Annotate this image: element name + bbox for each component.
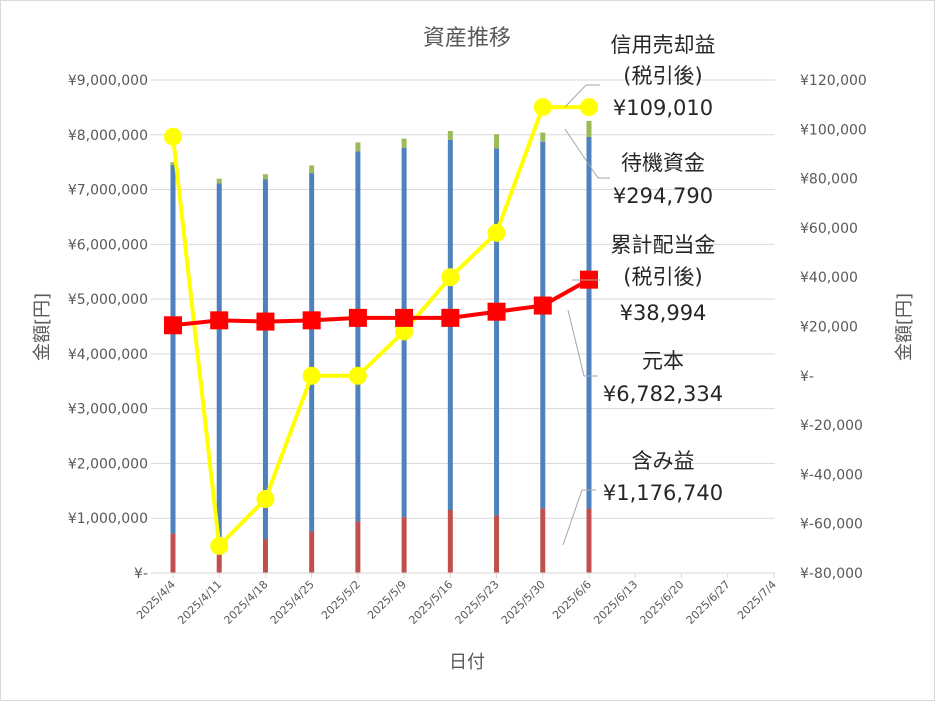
annotation-text: 含み益 bbox=[632, 449, 695, 473]
data-point bbox=[441, 308, 460, 327]
bar-segment bbox=[262, 174, 268, 180]
bar-segment bbox=[216, 553, 222, 573]
y-left-tick-label: ¥1,000,000 bbox=[68, 511, 148, 527]
y-right-tick-label: ¥100,000 bbox=[800, 122, 867, 138]
annotation-text: (税引後) bbox=[623, 64, 702, 88]
y-right-tick-label: ¥-40,000 bbox=[800, 467, 863, 483]
bar-segment bbox=[309, 165, 315, 174]
y-left-tick-label: ¥4,000,000 bbox=[68, 347, 148, 363]
data-point bbox=[348, 366, 367, 385]
bar-segment bbox=[262, 179, 268, 540]
bar-segment bbox=[355, 521, 361, 573]
y-right-tick-label: ¥60,000 bbox=[800, 221, 858, 237]
annotation-text: ¥1,176,740 bbox=[603, 481, 723, 505]
data-point bbox=[256, 490, 275, 509]
annotation-text: ¥38,994 bbox=[620, 301, 707, 325]
y-left-tick-label: ¥2,000,000 bbox=[68, 456, 148, 472]
right-axis-ticks: ¥-80,000 ¥-60,000 ¥-40,000 ¥-20,000 ¥- ¥20,00… bbox=[800, 73, 867, 582]
annotation-text: ¥294,790 bbox=[613, 184, 713, 208]
bar-segment bbox=[216, 183, 222, 554]
data-point bbox=[302, 311, 321, 330]
y-right-tick-label: ¥120,000 bbox=[800, 73, 867, 89]
bar-segment bbox=[494, 148, 500, 516]
leader-line bbox=[564, 128, 610, 179]
data-point bbox=[580, 98, 598, 117]
bar-segment bbox=[494, 515, 500, 573]
y-right-tick-label: ¥20,000 bbox=[800, 320, 858, 336]
bar-segment bbox=[170, 164, 176, 534]
y-left-tick-label: ¥8,000,000 bbox=[68, 128, 148, 144]
annotation-text: 信用売却益 bbox=[611, 33, 716, 57]
leader-line bbox=[564, 84, 600, 108]
data-point bbox=[210, 311, 229, 330]
data-point bbox=[256, 312, 275, 331]
bar-segment bbox=[447, 510, 453, 573]
annotation-text: (税引後) bbox=[623, 265, 702, 289]
leader-line bbox=[567, 309, 598, 377]
bar-segment bbox=[309, 173, 315, 532]
chart-title: 資産推移 bbox=[423, 26, 511, 51]
bar-segment bbox=[540, 132, 546, 142]
y-left-tick-label: ¥- bbox=[134, 566, 148, 582]
series-line bbox=[171, 105, 589, 548]
y-right-tick-label: ¥40,000 bbox=[800, 270, 858, 286]
y-right-tick-label: ¥80,000 bbox=[800, 172, 858, 188]
bar-segment bbox=[540, 141, 546, 509]
y-left-tick-label: ¥3,000,000 bbox=[68, 402, 148, 418]
x-axis-label: 日付 bbox=[449, 652, 485, 673]
bar-segment bbox=[170, 533, 176, 573]
data-point bbox=[533, 98, 552, 117]
bar-segment bbox=[401, 517, 407, 573]
data-point bbox=[533, 296, 552, 315]
line-series bbox=[164, 98, 598, 555]
bar-segment bbox=[170, 162, 176, 165]
bar-segment bbox=[355, 142, 361, 152]
bar-segment bbox=[355, 151, 361, 522]
bar-segment bbox=[262, 539, 268, 573]
data-point bbox=[302, 366, 321, 385]
annotation-text: 待機資金 bbox=[621, 151, 705, 175]
bar-segment bbox=[447, 130, 453, 140]
data-point bbox=[348, 308, 367, 327]
bar-segment bbox=[216, 178, 222, 184]
annotation-text: 累計配当金 bbox=[611, 233, 716, 257]
series-line bbox=[172, 277, 590, 328]
y-left-tick-label: ¥7,000,000 bbox=[68, 183, 148, 199]
y-right-tick-label: ¥-60,000 bbox=[800, 517, 863, 533]
annotation-text: 元本 bbox=[642, 349, 684, 373]
data-point bbox=[164, 127, 182, 146]
y-left-tick-label: ¥5,000,000 bbox=[68, 292, 148, 308]
leader-line bbox=[562, 489, 596, 546]
data-point bbox=[441, 268, 460, 287]
data-point bbox=[395, 322, 414, 341]
bar-segment bbox=[586, 137, 592, 509]
annotation-text: ¥6,782,334 bbox=[603, 382, 723, 406]
bar-segment bbox=[494, 134, 500, 149]
y-axis-right-label: 金額[円] bbox=[894, 293, 915, 361]
y-right-tick-label: ¥-20,000 bbox=[800, 418, 863, 434]
bar-segment bbox=[401, 138, 407, 148]
y-right-tick-label: ¥-80,000 bbox=[800, 566, 863, 582]
y-axis-left-label: 金額[円] bbox=[32, 293, 53, 361]
y-left-tick-label: ¥6,000,000 bbox=[68, 237, 148, 253]
left-axis-ticks: ¥- ¥1,000,000 ¥2,000,000 ¥3,000,000 ¥4,000,0… bbox=[68, 73, 148, 582]
data-point bbox=[395, 308, 414, 327]
bar-segment bbox=[309, 531, 315, 573]
data-point bbox=[487, 302, 506, 321]
bar-segment bbox=[586, 120, 592, 138]
data-point bbox=[487, 223, 506, 242]
bar-segment bbox=[586, 508, 592, 573]
y-right-tick-label: ¥- bbox=[800, 369, 814, 385]
data-point bbox=[210, 536, 229, 555]
annotation-text: ¥109,010 bbox=[613, 96, 713, 120]
bar-segment bbox=[540, 508, 546, 573]
annotations: 信用売却益 (税引後) ¥109,010 待機資金 ¥294,790 累計配当金 (税引後)… bbox=[603, 33, 723, 505]
y-left-tick-label: ¥9,000,000 bbox=[68, 73, 148, 89]
data-point bbox=[164, 316, 182, 335]
annotation-leaders bbox=[562, 84, 610, 546]
